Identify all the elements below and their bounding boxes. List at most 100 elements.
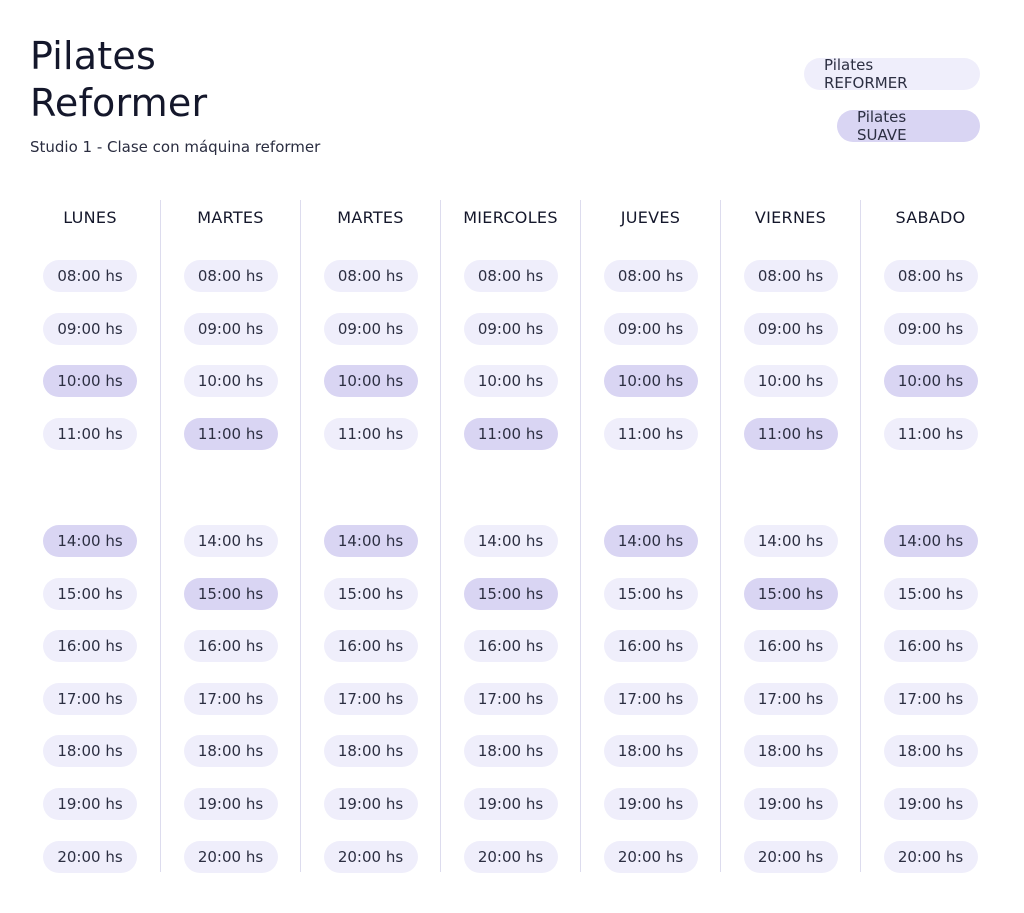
- time-slot-reformer[interactable]: 16:00 hs: [603, 630, 698, 662]
- time-slot-reformer[interactable]: 08:00 hs: [603, 260, 698, 292]
- day-name: JUEVES: [620, 208, 681, 227]
- time-slot-reformer[interactable]: 20:00 hs: [603, 841, 698, 873]
- time-slot-suave[interactable]: 14:00 hs: [323, 525, 418, 557]
- time-slot-reformer[interactable]: 15:00 hs: [43, 578, 137, 610]
- time-slot-suave[interactable]: 14:00 hs: [603, 525, 698, 557]
- time-slot-reformer[interactable]: 17:00 hs: [463, 683, 558, 715]
- page-subtitle: Studio 1 - Clase con máquina reformer: [30, 138, 321, 156]
- time-slot-reformer[interactable]: 19:00 hs: [883, 788, 978, 820]
- time-slot-reformer[interactable]: 18:00 hs: [43, 735, 137, 767]
- time-slot-reformer[interactable]: 11:00 hs: [883, 418, 978, 450]
- time-slot-reformer[interactable]: 16:00 hs: [463, 630, 558, 662]
- day-name: MIERCOLES: [463, 208, 558, 227]
- time-slot-reformer[interactable]: 16:00 hs: [183, 630, 278, 662]
- time-slot-reformer[interactable]: 20:00 hs: [743, 841, 838, 873]
- time-slot-reformer[interactable]: 18:00 hs: [183, 735, 278, 767]
- time-slot-reformer[interactable]: 17:00 hs: [883, 683, 978, 715]
- time-slot-reformer[interactable]: 08:00 hs: [43, 260, 137, 292]
- time-slot-suave[interactable]: 14:00 hs: [43, 525, 137, 557]
- time-slot-suave[interactable]: 15:00 hs: [183, 578, 278, 610]
- day-column: MARTES 08:00 hs 09:00 hs 10:00 hs 11:00 hs 14…: [300, 200, 440, 873]
- time-slot-reformer[interactable]: 17:00 hs: [743, 683, 838, 715]
- time-slot-suave[interactable]: 15:00 hs: [743, 578, 838, 610]
- day-column: VIERNES 08:00 hs 09:00 hs 10:00 hs 11:00 hs 1…: [720, 200, 860, 873]
- time-slot-reformer[interactable]: 19:00 hs: [43, 788, 137, 820]
- time-slot-reformer[interactable]: 14:00 hs: [463, 525, 558, 557]
- time-slot-reformer[interactable]: 18:00 hs: [463, 735, 558, 767]
- time-slot-reformer[interactable]: 16:00 hs: [43, 630, 137, 662]
- page-title-line2: Reformer: [30, 81, 208, 125]
- time-slot-reformer[interactable]: 19:00 hs: [743, 788, 838, 820]
- day-column: LUNES 08:00 hs 09:00 hs 10:00 hs 11:00 hs 14:…: [20, 200, 160, 873]
- time-slot-reformer[interactable]: 16:00 hs: [323, 630, 418, 662]
- time-slot-reformer[interactable]: 17:00 hs: [323, 683, 418, 715]
- page-title-line1: Pilates: [30, 34, 156, 78]
- time-slot-reformer[interactable]: 10:00 hs: [743, 365, 838, 397]
- time-slot-reformer[interactable]: 20:00 hs: [323, 841, 418, 873]
- legend-suave: Pilates SUAVE: [837, 108, 980, 144]
- time-slot-reformer[interactable]: 14:00 hs: [183, 525, 278, 557]
- time-slot-suave[interactable]: 11:00 hs: [743, 418, 838, 450]
- time-slot-suave[interactable]: 15:00 hs: [463, 578, 558, 610]
- time-slot-suave[interactable]: 11:00 hs: [183, 418, 278, 450]
- time-slot-reformer[interactable]: 14:00 hs: [743, 525, 838, 557]
- legend-reformer: Pilates REFORMER: [804, 56, 980, 92]
- time-slot-reformer[interactable]: 16:00 hs: [743, 630, 838, 662]
- weekly-schedule: LUNES 08:00 hs 09:00 hs 10:00 hs 11:00 hs 14:…: [20, 200, 1000, 873]
- time-slot-reformer[interactable]: 10:00 hs: [183, 365, 278, 397]
- time-slot-reformer[interactable]: 18:00 hs: [743, 735, 838, 767]
- time-slot-suave[interactable]: 10:00 hs: [883, 365, 978, 397]
- day-name: SABADO: [895, 208, 966, 227]
- time-slot-reformer[interactable]: 09:00 hs: [883, 313, 978, 345]
- page-title: Pilates Reformer: [30, 33, 207, 127]
- time-slot-reformer[interactable]: 17:00 hs: [603, 683, 698, 715]
- time-slot-reformer[interactable]: 20:00 hs: [43, 841, 137, 873]
- time-slot-suave[interactable]: 10:00 hs: [43, 365, 137, 397]
- time-slot-reformer[interactable]: 10:00 hs: [463, 365, 558, 397]
- day-column: SABADO 08:00 hs 09:00 hs 10:00 hs 11:00 hs 14…: [860, 200, 1000, 873]
- time-slot-reformer[interactable]: 20:00 hs: [883, 841, 978, 873]
- time-slot-reformer[interactable]: 09:00 hs: [463, 313, 558, 345]
- time-slot-reformer[interactable]: 08:00 hs: [743, 260, 838, 292]
- time-slot-reformer[interactable]: 09:00 hs: [43, 313, 137, 345]
- time-slot-reformer[interactable]: 16:00 hs: [883, 630, 978, 662]
- time-slot-suave[interactable]: 10:00 hs: [603, 365, 698, 397]
- legend: Pilates REFORMER Pilates SUAVE: [804, 56, 980, 144]
- day-column: MARTES 08:00 hs 09:00 hs 10:00 hs 11:00 hs 14…: [160, 200, 300, 873]
- time-slot-reformer[interactable]: 20:00 hs: [183, 841, 278, 873]
- time-slot-reformer[interactable]: 11:00 hs: [43, 418, 137, 450]
- day-column: JUEVES 08:00 hs 09:00 hs 10:00 hs 11:00 hs 14…: [580, 200, 720, 873]
- time-slot-reformer[interactable]: 08:00 hs: [883, 260, 978, 292]
- time-slot-suave[interactable]: 10:00 hs: [323, 365, 418, 397]
- time-slot-reformer[interactable]: 18:00 hs: [323, 735, 418, 767]
- time-slot-reformer[interactable]: 15:00 hs: [883, 578, 978, 610]
- time-slot-reformer[interactable]: 19:00 hs: [463, 788, 558, 820]
- time-slot-reformer[interactable]: 17:00 hs: [183, 683, 278, 715]
- time-slot-reformer[interactable]: 08:00 hs: [463, 260, 558, 292]
- day-name: LUNES: [63, 208, 117, 227]
- day-column: MIERCOLES 08:00 hs 09:00 hs 10:00 hs 11:00 h…: [440, 200, 580, 873]
- time-slot-suave[interactable]: 14:00 hs: [883, 525, 978, 557]
- time-slot-reformer[interactable]: 11:00 hs: [603, 418, 698, 450]
- day-name: VIERNES: [754, 208, 827, 227]
- time-slot-reformer[interactable]: 20:00 hs: [463, 841, 558, 873]
- time-slot-reformer[interactable]: 08:00 hs: [183, 260, 278, 292]
- time-slot-reformer[interactable]: 19:00 hs: [323, 788, 418, 820]
- time-slot-reformer[interactable]: 19:00 hs: [183, 788, 278, 820]
- time-slot-reformer[interactable]: 09:00 hs: [183, 313, 278, 345]
- time-slot-reformer[interactable]: 18:00 hs: [603, 735, 698, 767]
- time-slot-reformer[interactable]: 11:00 hs: [323, 418, 418, 450]
- time-slot-reformer[interactable]: 08:00 hs: [323, 260, 418, 292]
- day-name: MARTES: [337, 208, 404, 227]
- time-slot-reformer[interactable]: 17:00 hs: [43, 683, 137, 715]
- time-slot-reformer[interactable]: 15:00 hs: [323, 578, 418, 610]
- time-slot-reformer[interactable]: 09:00 hs: [603, 313, 698, 345]
- time-slot-reformer[interactable]: 15:00 hs: [603, 578, 698, 610]
- time-slot-reformer[interactable]: 19:00 hs: [603, 788, 698, 820]
- time-slot-reformer[interactable]: 09:00 hs: [323, 313, 418, 345]
- day-name: MARTES: [197, 208, 264, 227]
- time-slot-reformer[interactable]: 09:00 hs: [743, 313, 838, 345]
- time-slot-suave[interactable]: 11:00 hs: [463, 418, 558, 450]
- time-slot-reformer[interactable]: 18:00 hs: [883, 735, 978, 767]
